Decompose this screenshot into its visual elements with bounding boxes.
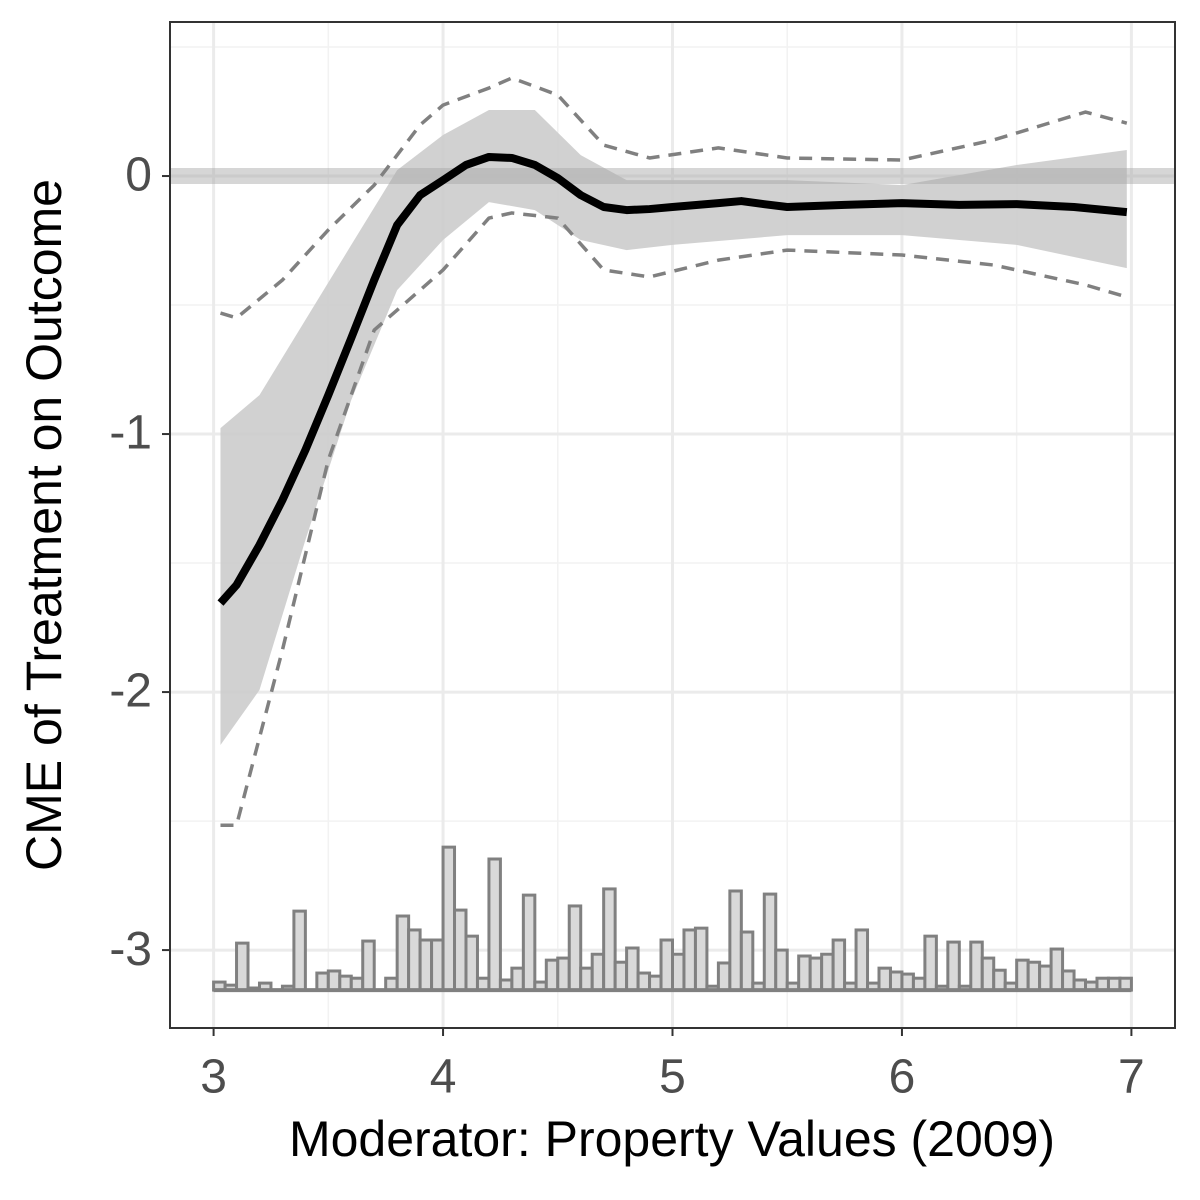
histogram-bar	[613, 960, 629, 992]
histogram-bar	[659, 938, 675, 992]
x-tick-label: 6	[889, 1051, 916, 1104]
y-tick-label: -1	[109, 407, 152, 460]
histogram-bar	[728, 889, 743, 992]
histogram-bar	[636, 971, 652, 992]
histogram-bar	[854, 928, 870, 992]
histogram-bar	[1061, 969, 1076, 992]
histogram-bar	[590, 952, 606, 992]
histogram-bar	[579, 966, 594, 992]
histogram-bar	[1038, 964, 1053, 992]
histogram-bar	[992, 968, 1007, 992]
histogram-bar	[682, 928, 697, 992]
histogram-bar	[888, 970, 904, 992]
histogram-bar	[1049, 947, 1065, 992]
histogram-bar	[625, 946, 640, 992]
histogram-bar	[487, 857, 502, 992]
histogram-bar	[946, 940, 961, 992]
x-tick-label: 3	[200, 1051, 227, 1104]
x-tick-label: 4	[430, 1051, 457, 1104]
x-axis-title: Moderator: Property Values (2009)	[289, 1111, 1055, 1167]
plot-border	[169, 21, 1176, 1029]
y-axis-title: CME of Treatment on Outcome	[16, 179, 72, 871]
histogram-bar	[235, 941, 250, 992]
histogram-bar	[464, 934, 479, 992]
histogram-bar	[900, 972, 915, 992]
histogram-bar	[716, 961, 732, 992]
histogram-bar	[877, 966, 892, 992]
histogram-bar	[797, 954, 812, 992]
y-tick-label: -3	[109, 923, 152, 976]
histogram-bar	[430, 938, 445, 992]
x-tick-label: 7	[1118, 1051, 1145, 1104]
histogram-bar	[326, 969, 342, 992]
histogram-bar	[648, 974, 663, 992]
histogram-bar	[418, 938, 434, 992]
histogram-bar	[831, 938, 847, 992]
histogram-bar	[602, 887, 617, 992]
histogram-bar	[361, 939, 376, 992]
histogram-bar	[544, 958, 560, 992]
histogram-bar	[556, 956, 571, 992]
histogram-bar	[292, 909, 307, 992]
histogram-bar	[338, 974, 353, 992]
histogram-bar	[441, 845, 457, 992]
histogram-bar	[762, 892, 778, 992]
histogram-bar	[510, 966, 525, 992]
histogram-bar	[407, 928, 422, 992]
histogram-bar	[1026, 960, 1042, 992]
histogram-bar	[820, 952, 835, 992]
histogram-bar	[693, 926, 709, 992]
histogram-bar	[923, 934, 938, 992]
histogram-bar	[567, 904, 583, 992]
histogram-bar	[521, 893, 537, 992]
histogram-bar	[808, 956, 824, 992]
x-tick-label: 5	[659, 1051, 686, 1104]
confidence-band	[220, 109, 1127, 745]
histogram-bar	[739, 930, 755, 992]
dashed-line	[220, 211, 1128, 827]
histogram-bar	[774, 948, 789, 992]
histogram-bar	[969, 940, 984, 992]
histogram-bar	[395, 914, 411, 992]
histogram-bar	[980, 956, 996, 992]
y-tick-label: -2	[109, 665, 152, 718]
y-tick-label: 0	[125, 149, 152, 202]
histogram-bar	[1015, 958, 1030, 992]
histogram-bar	[453, 908, 468, 992]
dashed-line	[219, 76, 1128, 320]
effect-line	[217, 152, 1128, 606]
histogram-bar	[671, 952, 686, 992]
histogram-bar	[315, 971, 330, 992]
